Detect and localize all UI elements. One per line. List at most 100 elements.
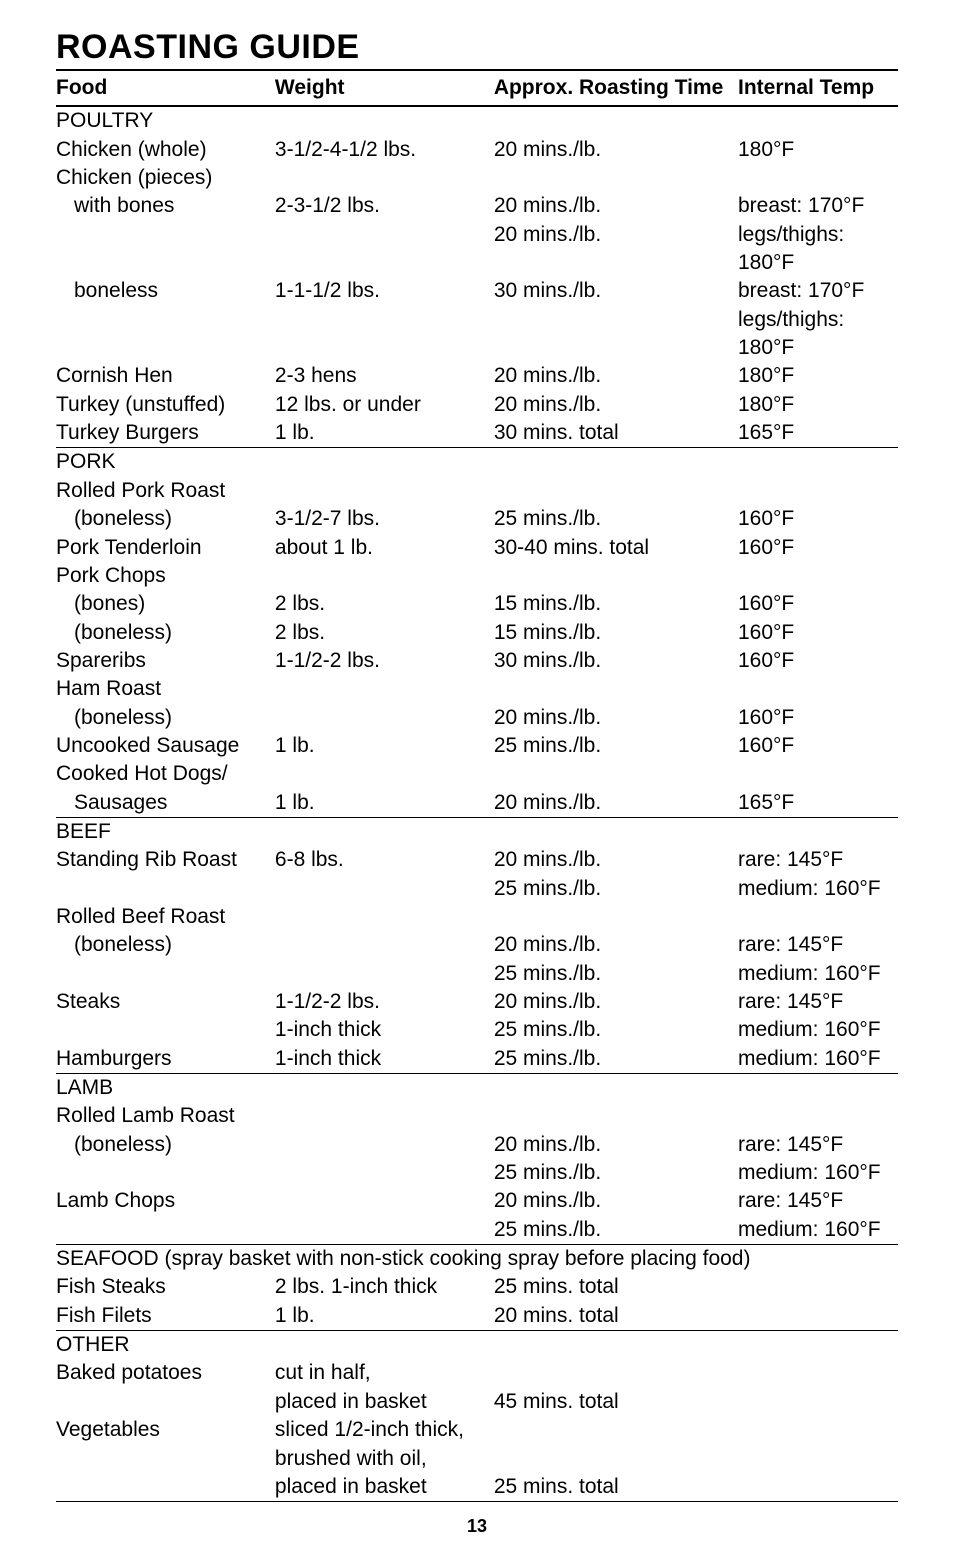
cell-temp	[738, 817, 898, 846]
table-row: Turkey Burgers1 lb.30 mins. total165°F	[56, 419, 898, 448]
cell-time: 25 mins./lb.	[494, 1016, 738, 1044]
cell-weight	[275, 1331, 494, 1360]
table-row: Chicken (pieces)	[56, 164, 898, 192]
cell-weight: 1-inch thick	[275, 1045, 494, 1074]
table-row: Pork Chops	[56, 562, 898, 590]
cell-time	[494, 1331, 738, 1360]
table-header-row: Food Weight Approx. Roasting Time Intern…	[56, 70, 898, 106]
cell-weight: 1-1/2-2 lbs.	[275, 647, 494, 675]
table-row: OTHER	[56, 1331, 898, 1360]
cell-temp	[738, 1416, 898, 1444]
cell-weight	[275, 1074, 494, 1103]
cell-temp: medium: 160°F	[738, 1045, 898, 1074]
cell-time: 20 mins./lb.	[494, 221, 738, 278]
cell-weight	[275, 675, 494, 703]
table-row: (boneless)2 lbs.15 mins./lb.160°F	[56, 619, 898, 647]
cell-food-text: boneless	[56, 277, 158, 305]
table-row: legs/thighs: 180°F	[56, 306, 898, 363]
cell-weight	[275, 1216, 494, 1245]
table-row: Lamb Chops20 mins./lb.rare: 145°F	[56, 1187, 898, 1215]
cell-food	[56, 306, 275, 363]
cell-temp	[738, 448, 898, 477]
cell-food-text: (bones)	[56, 590, 145, 618]
cell-temp	[738, 562, 898, 590]
cell-food: Steaks	[56, 988, 275, 1016]
cell-food: LAMB	[56, 1074, 275, 1103]
cell-temp: 180°F	[738, 136, 898, 164]
cell-weight	[275, 903, 494, 931]
cell-weight	[275, 875, 494, 903]
table-row: Chicken (whole)3-1/2-4-1/2 lbs.20 mins./…	[56, 136, 898, 164]
cell-weight: 1-1-1/2 lbs.	[275, 277, 494, 305]
cell-food: (boneless)	[56, 1131, 275, 1159]
cell-weight	[275, 221, 494, 278]
cell-time: 20 mins./lb.	[494, 931, 738, 959]
cell-weight: 1 lb.	[275, 789, 494, 818]
cell-temp	[738, 477, 898, 505]
cell-time: 20 mins./lb.	[494, 789, 738, 818]
cell-temp: 180°F	[738, 362, 898, 390]
cell-time	[494, 477, 738, 505]
cell-food: Turkey Burgers	[56, 419, 275, 448]
cell-food	[56, 1388, 275, 1416]
cell-food-text: (boneless)	[56, 505, 172, 533]
cell-weight: 2 lbs. 1-inch thick	[275, 1273, 494, 1301]
cell-food-text: Sausages	[56, 789, 167, 817]
cell-food-text: (boneless)	[56, 931, 172, 959]
table-row: Pork Tenderloinabout 1 lb.30-40 mins. to…	[56, 534, 898, 562]
cell-time: 20 mins. total	[494, 1302, 738, 1331]
cell-food: Hamburgers	[56, 1045, 275, 1074]
cell-weight: 3-1/2-7 lbs.	[275, 505, 494, 533]
page-title: ROASTING GUIDE	[56, 28, 898, 67]
table-row: Hamburgers1-inch thick25 mins./lb.medium…	[56, 1045, 898, 1074]
cell-food: Chicken (pieces)	[56, 164, 275, 192]
cell-temp	[738, 675, 898, 703]
cell-food: BEEF	[56, 817, 275, 846]
cell-food: Fish Steaks	[56, 1273, 275, 1301]
col-food: Food	[56, 70, 275, 106]
cell-weight: 3-1/2-4-1/2 lbs.	[275, 136, 494, 164]
table-row: Spareribs1-1/2-2 lbs.30 mins./lb.160°F	[56, 647, 898, 675]
table-row: with bones2-3-1/2 lbs.20 mins./lb.breast…	[56, 192, 898, 220]
table-row: 1-inch thick25 mins./lb.medium: 160°F	[56, 1016, 898, 1044]
cell-food: Standing Rib Roast	[56, 846, 275, 874]
cell-food: Baked potatoes	[56, 1359, 275, 1387]
cell-time	[494, 106, 738, 135]
cell-temp	[738, 903, 898, 931]
cell-time: 30 mins./lb.	[494, 647, 738, 675]
cell-time: 20 mins./lb.	[494, 1187, 738, 1215]
cell-food: Spareribs	[56, 647, 275, 675]
cell-time	[494, 1102, 738, 1130]
cell-weight	[275, 1131, 494, 1159]
table-row: PORK	[56, 448, 898, 477]
cell-food-text: (boneless)	[56, 1131, 172, 1159]
cell-time: 20 mins./lb.	[494, 846, 738, 874]
table-row: 25 mins./lb.medium: 160°F	[56, 1159, 898, 1187]
cell-food	[56, 960, 275, 988]
cell-food	[56, 1016, 275, 1044]
table-row: Standing Rib Roast6-8 lbs.20 mins./lb.ra…	[56, 846, 898, 874]
cell-food: Uncooked Sausage	[56, 732, 275, 760]
cell-food: Vegetables	[56, 1416, 275, 1444]
cell-temp: 160°F	[738, 732, 898, 760]
cell-food	[56, 875, 275, 903]
table-row: (boneless)20 mins./lb.160°F	[56, 704, 898, 732]
cell-weight: 2-3 hens	[275, 362, 494, 390]
cell-food-text: (boneless)	[56, 619, 172, 647]
cell-time: 25 mins. total	[494, 1473, 738, 1502]
page-number: 13	[56, 1516, 898, 1537]
table-row: 25 mins./lb.medium: 160°F	[56, 960, 898, 988]
cell-weight	[275, 477, 494, 505]
cell-weight	[275, 760, 494, 788]
cell-food-text: with bones	[56, 192, 174, 220]
cell-time: 20 mins./lb.	[494, 362, 738, 390]
table-row: SEAFOOD (spray basket with non-stick coo…	[56, 1245, 898, 1274]
cell-temp	[738, 1359, 898, 1387]
cell-food: Sausages	[56, 789, 275, 818]
cell-temp: breast: 170°F	[738, 192, 898, 220]
cell-time	[494, 903, 738, 931]
cell-weight: 1 lb.	[275, 1302, 494, 1331]
cell-food: Cooked Hot Dogs/	[56, 760, 275, 788]
cell-temp: medium: 160°F	[738, 960, 898, 988]
cell-food: Fish Filets	[56, 1302, 275, 1331]
